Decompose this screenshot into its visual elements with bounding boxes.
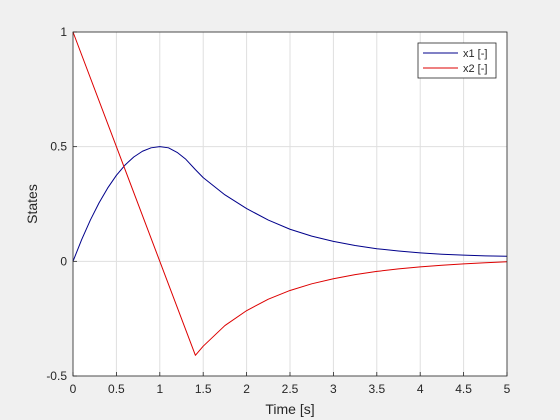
x-tick-label: 4 bbox=[417, 382, 424, 396]
y-tick-label: -0.5 bbox=[46, 369, 67, 383]
x-tick-label: 2 bbox=[243, 382, 250, 396]
x-tick-label: 5 bbox=[504, 382, 511, 396]
legend-label-1: x1 [-] bbox=[463, 48, 487, 60]
x-tick-label: 1 bbox=[156, 382, 163, 396]
x-axis-ticks: 0 0.5 1 1.5 2 2.5 3 3.5 4 4.5 5 bbox=[70, 372, 511, 396]
x-tick-label: 2.5 bbox=[282, 382, 299, 396]
legend-label-2: x2 [-] bbox=[463, 63, 487, 75]
series-layer bbox=[72, 31, 508, 356]
x-tick-label: 0 bbox=[70, 382, 77, 396]
x-tick-label: 1.5 bbox=[195, 382, 212, 396]
legend-box bbox=[417, 42, 497, 79]
y-tick-label: 0 bbox=[60, 254, 67, 268]
x-tick-label: 3.5 bbox=[368, 382, 385, 396]
y-axis-label: States bbox=[24, 184, 40, 224]
legend: x1 [-] x2 [-] bbox=[417, 42, 497, 79]
x-tick-label: 3 bbox=[330, 382, 337, 396]
y-tick-label: 1 bbox=[60, 25, 67, 39]
x-axis-label: Time [s] bbox=[265, 401, 314, 417]
x-tick-label: 4.5 bbox=[455, 382, 472, 396]
y-tick-label: 0.5 bbox=[50, 140, 67, 154]
y-axis-ticks: -0.5 0 0.5 1 bbox=[46, 25, 77, 383]
series-line-1 bbox=[72, 146, 508, 262]
x-tick-label: 0.5 bbox=[108, 382, 125, 396]
series-line-2 bbox=[72, 31, 508, 356]
